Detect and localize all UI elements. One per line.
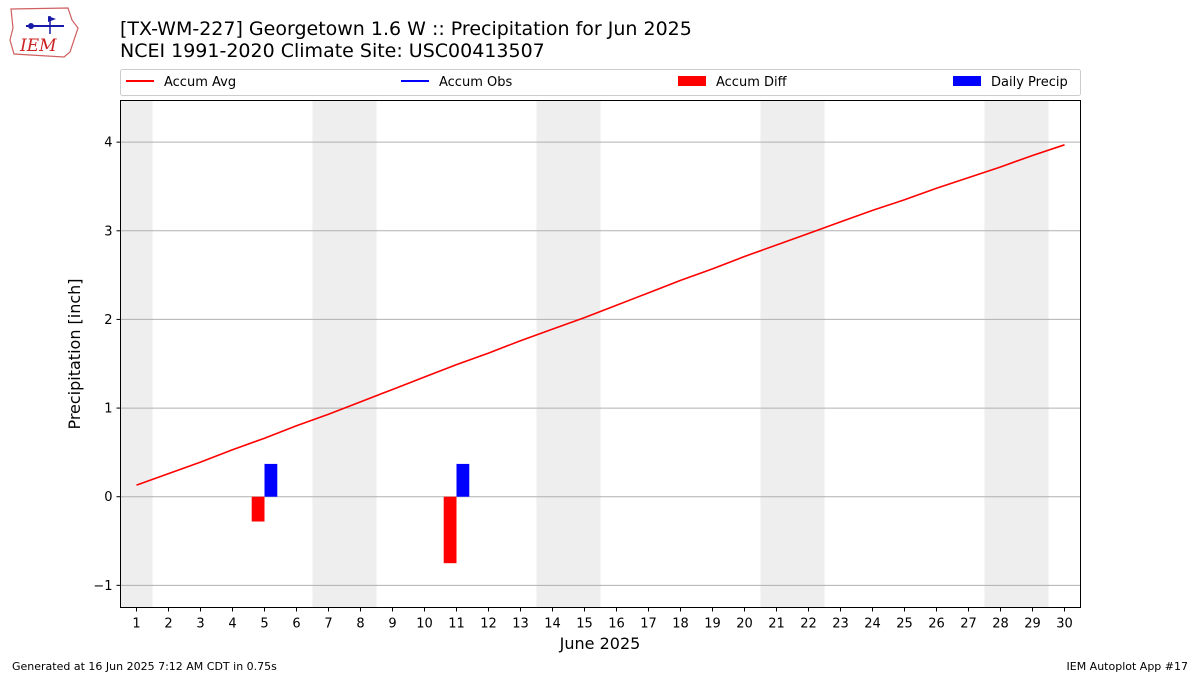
legend: Accum Avg Accum Obs Accum Diff Daily Precip [120, 69, 1081, 96]
accum-diff-bar [443, 496, 457, 564]
legend-frame [120, 69, 1081, 96]
weekend-shade [984, 100, 1049, 608]
x-axis-label: June 2025 [559, 634, 641, 653]
x-tick-label: 7 [324, 617, 332, 632]
logo-text: IEM [19, 36, 57, 56]
weekend-shade [120, 100, 153, 608]
footer-app: IEM Autoplot App #17 [1067, 660, 1189, 673]
x-tick-label: 8 [356, 617, 364, 632]
x-tick-label: 9 [388, 617, 396, 632]
y-tick-label: 1 [104, 402, 112, 417]
legend-label: Accum Avg [164, 75, 236, 90]
y-tick-label: 3 [104, 224, 112, 239]
x-tick-label: 10 [416, 617, 433, 632]
x-tick-label: 15 [576, 617, 593, 632]
x-tick-label: 2 [164, 617, 172, 632]
weekend-shade [312, 100, 377, 608]
legend-label: Daily Precip [991, 75, 1068, 90]
x-tick-label: 19 [704, 617, 721, 632]
x-tick-label: 21 [768, 617, 785, 632]
y-tick-label: 2 [104, 313, 112, 328]
x-tick-label: 3 [196, 617, 204, 632]
legend-swatch-bar [953, 76, 981, 86]
x-tick-label: 23 [832, 617, 849, 632]
x-tick-label: 6 [292, 617, 300, 632]
chart-subtitle: NCEI 1991-2020 Climate Site: USC00413507 [120, 40, 545, 62]
x-tick-label: 17 [640, 617, 657, 632]
x-tick-label: 24 [864, 617, 881, 632]
accum-avg-line [136, 144, 1065, 486]
weekend-shade [760, 100, 825, 608]
y-tick-label: 4 [104, 136, 112, 151]
x-tick-label: 18 [672, 617, 689, 632]
iowa-state-outline [9, 7, 79, 58]
legend-label: Accum Obs [439, 75, 512, 90]
y-tick-label: 0 [104, 490, 112, 505]
weekend-shade [536, 100, 601, 608]
daily-precip-bar [456, 463, 470, 497]
x-tick-label: 16 [608, 617, 625, 632]
x-tick-label: 4 [228, 617, 236, 632]
x-tick-label: 5 [260, 617, 268, 632]
x-tick-label: 22 [800, 617, 817, 632]
x-tick-label: 14 [544, 617, 561, 632]
legend-label: Accum Diff [716, 75, 788, 90]
daily-precip-bar [264, 463, 278, 497]
iem-logo: IEM [9, 7, 79, 58]
x-tick-label: 30 [1056, 617, 1073, 632]
x-tick-label: 12 [480, 617, 497, 632]
x-tick-label: 28 [992, 617, 1009, 632]
x-tick-label: 27 [960, 617, 977, 632]
x-tick-label: 25 [896, 617, 913, 632]
x-tick-label: 11 [448, 617, 465, 632]
footer-generated: Generated at 16 Jun 2025 7:12 AM CDT in … [12, 660, 277, 673]
x-tick-label: 29 [1024, 617, 1041, 632]
x-tick-label: 26 [928, 617, 945, 632]
chart-title: [TX-WM-227] Georgetown 1.6 W :: Precipit… [120, 18, 692, 40]
anemometer-cup [28, 23, 34, 29]
accum-diff-bar [251, 496, 265, 522]
plot-frame [120, 100, 1081, 608]
y-axis-label: Precipitation [inch] [65, 278, 84, 429]
y-tick-label: −1 [93, 579, 112, 594]
plot-area: 1 2 3 4 5 6 7 8 9 10 11 12 13 14 15 16 17 18 19 20 21 22 23 24 2… [93, 100, 1081, 632]
x-tick-label: 20 [736, 617, 753, 632]
x-tick-label: 13 [512, 617, 529, 632]
legend-swatch-bar [678, 76, 706, 86]
wind-vane [48, 16, 56, 22]
x-tick-label: 1 [132, 617, 140, 632]
